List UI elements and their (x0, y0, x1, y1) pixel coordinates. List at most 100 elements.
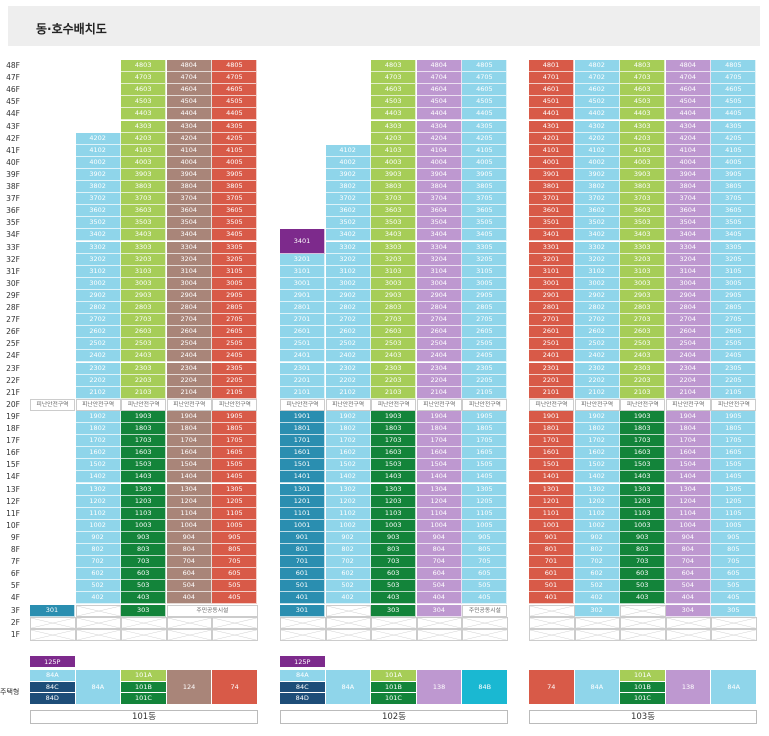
unit-cell: 603 (620, 568, 666, 581)
unit-cell: 2405 (212, 350, 258, 363)
refuge-area-cell: 피난안전구역 (416, 398, 462, 411)
unit-cell: 3902 (574, 168, 620, 181)
unit-cell: 4605 (711, 84, 757, 97)
unit-cell: 1703 (620, 435, 666, 448)
unit-cell: 1005 (711, 519, 757, 532)
unit-cell: 3103 (620, 265, 666, 278)
unit-cell: 3402 (574, 229, 620, 242)
unit-cell: 4505 (462, 96, 508, 109)
unit-cell: 4304 (416, 120, 462, 133)
unit-cell: 303 (121, 604, 167, 617)
empty-floor-cell (325, 628, 372, 641)
unit-cell: 1805 (212, 423, 258, 436)
unit-type-badge: 84A (325, 670, 372, 705)
unit-cell: 1003 (121, 519, 167, 532)
unit-cell: 1204 (665, 495, 711, 508)
unit-cell: 1105 (212, 507, 258, 520)
unit-cell: 2604 (166, 326, 212, 339)
unit-cell: 2503 (121, 338, 167, 351)
unit-cell: 4503 (620, 96, 666, 109)
unit-cell: 1102 (325, 507, 371, 520)
unit-cell: 2505 (212, 338, 258, 351)
unit-cell: 1302 (75, 483, 121, 496)
unit-cell: 4204 (416, 132, 462, 145)
unit-cell: 2703 (121, 314, 167, 327)
unit-cell: 404 (166, 592, 212, 605)
unit-cell: 1901 (529, 410, 574, 423)
refuge-area-cell: 피난안전구역 (75, 398, 121, 411)
unit-cell: 2505 (462, 338, 508, 351)
floor-label: 25F (6, 339, 20, 349)
unit-cell: 2601 (280, 326, 325, 339)
unit-cell: 705 (212, 556, 258, 569)
unit-cell: 2302 (75, 362, 121, 375)
floor-label: 21F (6, 387, 20, 397)
unit-cell: 904 (665, 531, 711, 544)
unit-cell: 3205 (212, 253, 258, 266)
empty-floor-cell (665, 628, 712, 641)
floor-label: 26F (6, 327, 20, 337)
unit-cell: 2305 (462, 362, 508, 375)
unit-cell: 3503 (121, 217, 167, 230)
unit-cell: 2501 (529, 338, 574, 351)
unit-cell: 301 (280, 604, 325, 617)
unit-type-badge: 101A (620, 670, 666, 682)
unit-cell: 1205 (462, 495, 508, 508)
unit-cell: 601 (280, 568, 325, 581)
unit-cell: 4502 (574, 96, 620, 109)
unit-cell: 3002 (325, 277, 371, 290)
unit-type-badge: 138 (416, 670, 463, 705)
unit-cell: 2405 (711, 350, 757, 363)
unit-cell: 905 (462, 531, 508, 544)
unit-type-badge: 84A (711, 670, 757, 705)
unit-cell: 403 (371, 592, 417, 605)
unit-cell: 3604 (166, 205, 212, 218)
unit-cell: 4604 (416, 84, 462, 97)
unit-cell: 3602 (325, 205, 371, 218)
unit-cell: 4505 (212, 96, 258, 109)
empty-floor-cell (280, 628, 326, 641)
unit-cell: 704 (665, 556, 711, 569)
unit-cell: 1003 (371, 519, 417, 532)
unit-cell: 3202 (325, 253, 371, 266)
unit-cell: 802 (325, 544, 371, 557)
unit-cell: 4105 (711, 144, 757, 157)
unit-cell: 2205 (462, 374, 508, 387)
unit-cell: 4202 (75, 132, 121, 145)
unit-cell: 1503 (620, 459, 666, 472)
unit-cell: 4703 (371, 72, 417, 85)
building-name-label: 102동 (280, 710, 508, 724)
unit-cell: 3001 (280, 277, 325, 290)
floor-label: 36F (6, 206, 20, 216)
unit-cell: 3304 (665, 241, 711, 254)
unit-cell: 401 (280, 592, 325, 605)
unit-cell: 4203 (371, 132, 417, 145)
unit-cell: 2201 (280, 374, 325, 387)
unit-cell: 504 (166, 580, 212, 593)
unit-cell: 3203 (620, 253, 666, 266)
unit-cell: 1903 (121, 410, 167, 423)
empty-floor-cell (529, 628, 575, 641)
unit-cell: 2501 (280, 338, 325, 351)
unit-cell: 4704 (416, 72, 462, 85)
unit-cell: 3802 (75, 181, 121, 194)
empty-floor-cell (462, 616, 508, 629)
unit-cell: 1303 (121, 483, 167, 496)
floor-label: 28F (6, 303, 20, 312)
floor-label: 27F (6, 315, 20, 325)
unit-cell: 3005 (462, 277, 508, 290)
unit-cell: 3902 (325, 168, 371, 181)
unit-cell: 2104 (416, 386, 462, 399)
unit-cell: 2104 (166, 386, 212, 399)
unit-cell: 1802 (325, 423, 371, 436)
unit-cell: 1401 (529, 471, 574, 484)
unit-cell: 803 (371, 544, 417, 557)
unit-cell: 1401 (280, 471, 325, 484)
unit-cell: 4004 (665, 156, 711, 169)
unit-cell: 3905 (212, 168, 258, 181)
unit-cell: 3603 (121, 205, 167, 218)
unit-type-badge: 101B (121, 681, 167, 693)
unit-cell: 3605 (462, 205, 508, 218)
empty-floor-cell (75, 628, 122, 641)
floor-label: 47F (6, 73, 20, 83)
